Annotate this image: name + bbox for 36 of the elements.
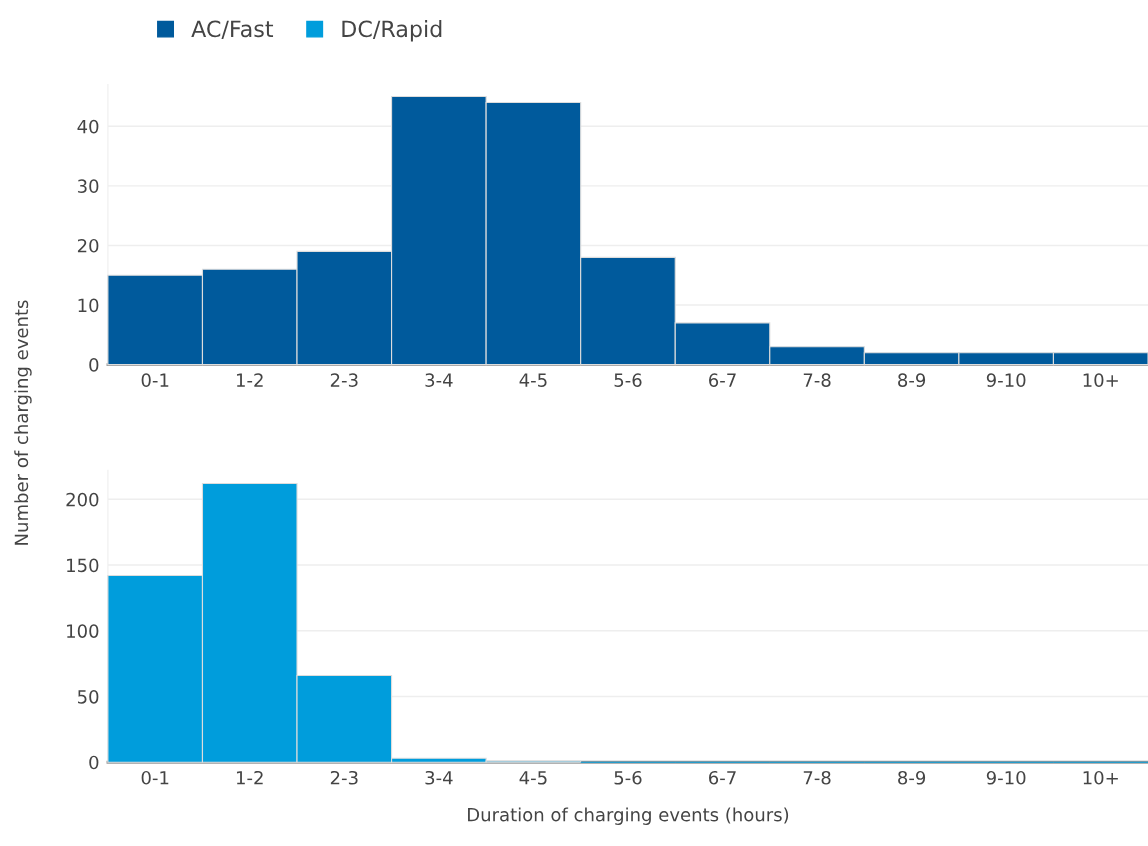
x-tick-label: 5-6 (614, 770, 642, 785)
x-tick-label: 4-5 (519, 771, 547, 785)
x-tick-label: 6-7 (709, 770, 736, 785)
y-axis-title: Number of charging events (14, 300, 32, 545)
legend-label: AC/Fast (191, 20, 274, 39)
x-tick-label: 9-10 (986, 770, 1026, 785)
y-tick-label: 0 (89, 755, 99, 770)
y-tick-label: 150 (67, 558, 99, 573)
y-tick-label: 50 (78, 689, 99, 704)
x-tick-label: 10+ (1083, 770, 1118, 785)
x-tick-label: 2-3 (330, 373, 358, 387)
x-tick-label: 3-4 (425, 770, 453, 785)
x-tick-label: 9-10 (986, 373, 1026, 387)
legend-label: DC/Rapid (342, 20, 442, 42)
x-tick-label: 5-6 (614, 373, 642, 387)
y-tick-label: 30 (77, 179, 99, 193)
x-tick-label: 3-4 (425, 373, 453, 387)
x-tick-label: 4-5 (519, 373, 547, 387)
y-tick-label: 200 (66, 492, 99, 507)
x-tick-label: 7-8 (803, 373, 831, 387)
x-tick-label: 1-2 (236, 373, 263, 387)
x-tick-label: 1-2 (236, 770, 263, 785)
x-axis-title: Duration of charging events (hours) (468, 807, 789, 825)
y-tick-label: 100 (67, 624, 99, 638)
x-tick-label: 6-7 (709, 373, 736, 387)
x-tick-label: 7-8 (803, 770, 831, 785)
x-tick-label: 0-1 (141, 373, 169, 387)
x-tick-label: 8-9 (898, 770, 926, 785)
y-tick-label: 10 (78, 298, 99, 313)
y-tick-label: 20 (77, 238, 99, 253)
x-tick-label: 8-9 (898, 373, 926, 387)
x-tick-label: 2-3 (330, 770, 358, 785)
y-tick-label: 40 (77, 119, 99, 134)
x-tick-label: 0-1 (141, 770, 169, 785)
y-tick-label: 0 (89, 358, 99, 372)
x-tick-label: 10+ (1083, 373, 1118, 387)
